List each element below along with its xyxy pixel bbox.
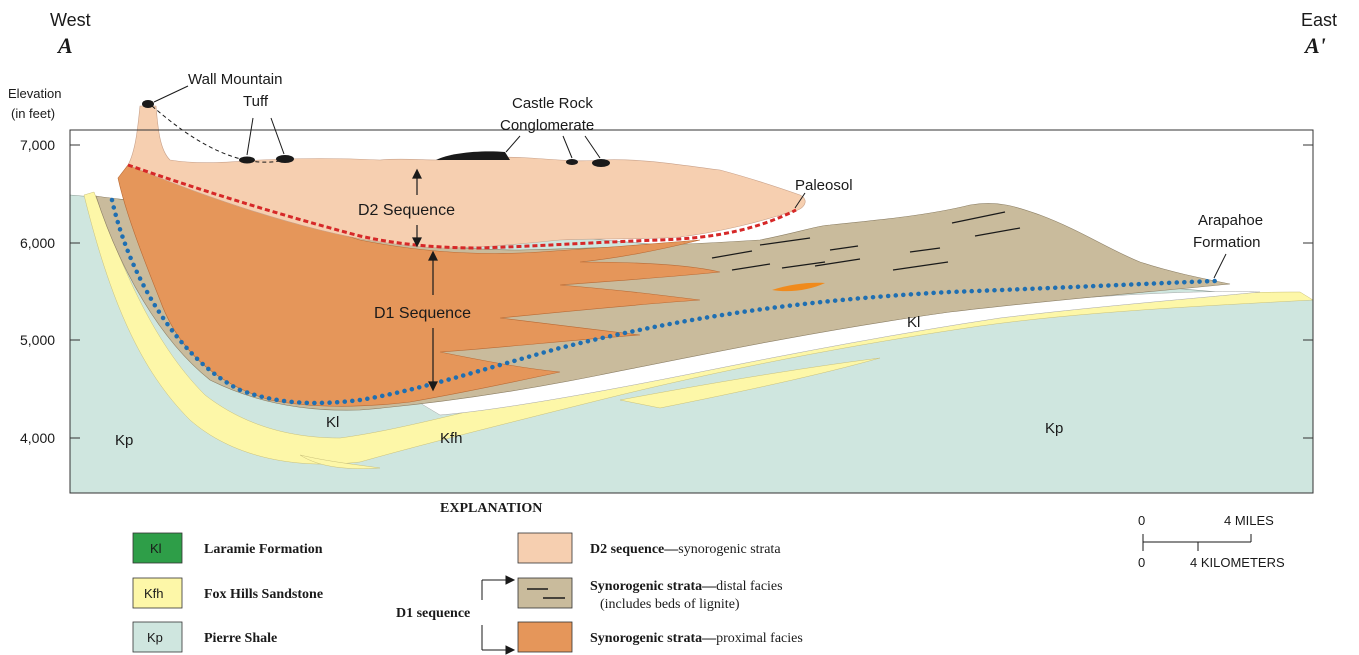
legend-code-laramie: Kl bbox=[150, 541, 162, 556]
lignite-bed bbox=[909, 247, 941, 253]
scale-km-zero: 0 bbox=[1138, 555, 1145, 570]
wall-mountain-tuff-remnant bbox=[239, 156, 255, 164]
legend-d2-text: D2 sequence—synorogenic strata bbox=[590, 542, 781, 557]
castle-rock-leader bbox=[584, 135, 601, 159]
legend-code-pierre: Kp bbox=[147, 630, 163, 645]
paleosol-leader bbox=[794, 192, 806, 209]
legend-d2-bold: D2 sequence— bbox=[590, 542, 679, 557]
elevation-axis-unit: (in feet) bbox=[11, 106, 55, 121]
tuff-leader bbox=[246, 117, 254, 156]
paleosol-label: Paleosol bbox=[795, 177, 853, 194]
east-label: East bbox=[1301, 10, 1337, 30]
lignite-bed bbox=[781, 261, 826, 269]
d1-bracket bbox=[481, 575, 516, 655]
tick-label-6000: 6,000 bbox=[20, 235, 55, 251]
legend-distal-rest: distal facies bbox=[716, 579, 782, 594]
legend-swatch-d2 bbox=[517, 532, 573, 564]
explanation-legend: EXPLANATION Kl Laramie Formation Kfh Fox… bbox=[132, 501, 803, 655]
tuff-projection-line bbox=[151, 105, 291, 163]
legend-swatch-pierre bbox=[132, 621, 183, 653]
wall-mountain-label-line2: Tuff bbox=[243, 93, 269, 110]
legend-proximal-rest: proximal facies bbox=[716, 631, 803, 646]
leader-lines bbox=[153, 85, 1227, 279]
cross-section bbox=[69, 85, 1314, 494]
castle-rock-conglomerate bbox=[566, 159, 578, 165]
unconformity-dotted-line bbox=[109, 197, 1218, 406]
castle-rock-conglomerate bbox=[592, 159, 610, 167]
d2-arrowhead-up bbox=[412, 168, 422, 179]
legend-d1-group-label: D1 sequence bbox=[396, 606, 470, 621]
castle-rock-leader bbox=[562, 135, 573, 159]
legend-distal-sub: (includes beds of lignite) bbox=[600, 597, 740, 612]
wall-mountain-tuff-remnant bbox=[276, 155, 294, 163]
legend-proximal-text: Synorogenic strata—proximal facies bbox=[590, 631, 803, 646]
d2-sequence-label: D2 Sequence bbox=[358, 202, 455, 219]
legend-name-laramie: Laramie Formation bbox=[204, 542, 323, 557]
d1-sequence-label: D1 Sequence bbox=[374, 305, 471, 322]
proximal-lens bbox=[772, 282, 825, 292]
west-section-letter: A bbox=[56, 33, 73, 58]
lignite-bed bbox=[829, 245, 859, 251]
wall-mountain-tuff-peak bbox=[142, 100, 154, 108]
legend-code-fox-hills: Kfh bbox=[144, 586, 164, 601]
arapahoe-label-line2: Formation bbox=[1193, 234, 1261, 251]
d1-arrowhead-up bbox=[428, 250, 438, 261]
elevation-ticks bbox=[70, 144, 1313, 439]
plot-frame bbox=[69, 129, 1314, 494]
scale-km-label: 4 KILOMETERS bbox=[1190, 555, 1285, 570]
fox-hills-tongue bbox=[619, 357, 881, 409]
legend-name-fox-hills: Fox Hills Sandstone bbox=[204, 587, 323, 602]
lignite-bed bbox=[759, 237, 811, 246]
d1-proximal-facies bbox=[117, 164, 721, 407]
lignite-bed bbox=[974, 227, 1021, 237]
d2-arrowhead-down bbox=[412, 237, 422, 248]
lignite-bed bbox=[711, 250, 753, 259]
paleosol-line bbox=[127, 163, 797, 250]
tick-label-7000: 7,000 bbox=[20, 137, 55, 153]
scale-miles-label: 4 MILES bbox=[1224, 513, 1274, 528]
kp-label-east: Kp bbox=[1045, 420, 1063, 437]
wall-mountain-label: Wall Mountain bbox=[188, 71, 282, 88]
scale-bar: 0 4 MILES 0 4 KILOMETERS bbox=[1138, 513, 1285, 570]
lignite-bed bbox=[731, 263, 771, 271]
fox-hills-tongue bbox=[299, 454, 381, 469]
legend-proximal-bold: Synorogenic strata— bbox=[590, 631, 717, 646]
kl-label-east: Kl bbox=[907, 314, 920, 331]
castle-rock-conglomerate bbox=[436, 151, 510, 160]
legend-d2-rest: synorogenic strata bbox=[678, 542, 781, 557]
scale-miles-zero: 0 bbox=[1138, 513, 1145, 528]
legend-swatch-proximal bbox=[517, 621, 573, 653]
legend-distal-bold: Synorogenic strata— bbox=[590, 579, 717, 594]
d1-bracket-arrow-top bbox=[505, 575, 516, 585]
tuff-leader bbox=[270, 117, 285, 155]
east-section-letter: A' bbox=[1303, 33, 1326, 58]
arapahoe-label: Arapahoe bbox=[1198, 212, 1263, 229]
kp-label-west: Kp bbox=[115, 432, 133, 449]
west-label: West bbox=[50, 10, 91, 30]
explanation-title: EXPLANATION bbox=[440, 501, 542, 516]
arapahoe-leader bbox=[1213, 253, 1227, 279]
elevation-axis-title: Elevation bbox=[8, 86, 61, 101]
lignite-beds bbox=[711, 211, 1021, 271]
lignite-bed bbox=[951, 211, 1006, 224]
lignite-bed bbox=[892, 261, 949, 271]
lignite-bed bbox=[814, 258, 861, 267]
legend-distal-text: Synorogenic strata—distal facies bbox=[590, 579, 783, 594]
legend-swatch-laramie bbox=[132, 532, 183, 564]
d1-arrowhead-down bbox=[428, 381, 438, 392]
legend-swatch-fox-hills bbox=[132, 577, 183, 609]
tick-label-4000: 4,000 bbox=[20, 430, 55, 446]
legend-name-pierre: Pierre Shale bbox=[204, 631, 277, 646]
d1-bracket-arrow-bottom bbox=[505, 645, 516, 655]
kfh-label: Kfh bbox=[440, 430, 463, 447]
legend-swatch-distal bbox=[517, 577, 573, 609]
castle-rock-leader bbox=[505, 135, 521, 153]
castle-rock-label: Castle Rock bbox=[512, 95, 593, 112]
tick-label-5000: 5,000 bbox=[20, 332, 55, 348]
castle-rock-label-line2: Conglomerate bbox=[500, 117, 594, 134]
sequence-arrows bbox=[412, 168, 438, 392]
kl-label-west: Kl bbox=[326, 414, 339, 431]
wall-mountain-leader bbox=[153, 85, 189, 103]
